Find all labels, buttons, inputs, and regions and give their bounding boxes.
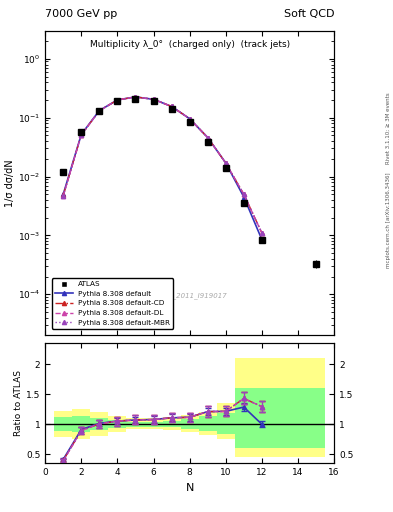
Y-axis label: Ratio to ATLAS: Ratio to ATLAS bbox=[14, 370, 23, 436]
X-axis label: N: N bbox=[185, 483, 194, 493]
Text: Rivet 3.1.10; ≥ 3M events: Rivet 3.1.10; ≥ 3M events bbox=[386, 92, 391, 164]
Y-axis label: 1/σ dσ/dN: 1/σ dσ/dN bbox=[5, 159, 15, 207]
Text: Soft QCD: Soft QCD bbox=[284, 9, 334, 18]
Text: 7000 GeV pp: 7000 GeV pp bbox=[45, 9, 118, 18]
Legend: ATLAS, Pythia 8.308 default, Pythia 8.308 default-CD, Pythia 8.308 default-DL, P: ATLAS, Pythia 8.308 default, Pythia 8.30… bbox=[52, 278, 173, 329]
Text: mcplots.cern.ch [arXiv:1306.3436]: mcplots.cern.ch [arXiv:1306.3436] bbox=[386, 173, 391, 268]
Text: ATLAS_2011_I919017: ATLAS_2011_I919017 bbox=[152, 292, 228, 299]
Text: Multiplicity λ_0°  (charged only)  (track jets): Multiplicity λ_0° (charged only) (track … bbox=[90, 40, 290, 49]
